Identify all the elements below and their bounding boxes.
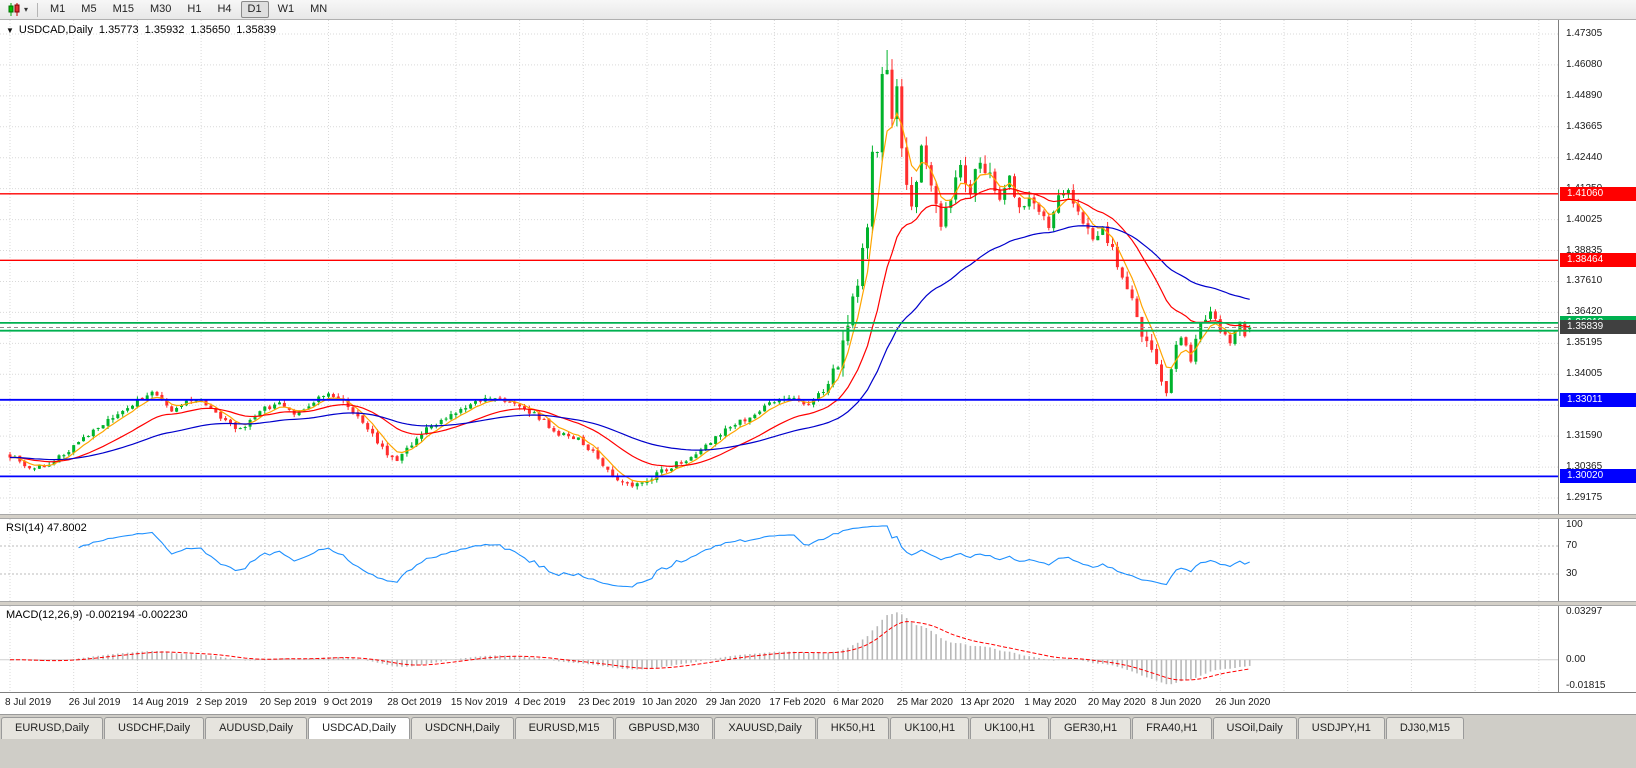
price-axis[interactable]: 1.473051.460801.448901.436651.424401.412… bbox=[1558, 20, 1636, 692]
price-axis-label: 1.34005 bbox=[1566, 368, 1603, 380]
timeframe-button-m30[interactable]: M30 bbox=[149, 3, 172, 15]
time-axis-label: 1 May 2020 bbox=[1024, 697, 1077, 708]
macd-indicator-label: MACD(12,26,9) -0.002194 -0.002230 bbox=[6, 609, 188, 621]
tab-hk50-h1[interactable]: HK50,H1 bbox=[816, 717, 890, 739]
rsi-level-label: 100 bbox=[1566, 519, 1583, 530]
price-axis-label: 1.35195 bbox=[1566, 337, 1603, 349]
toolbar: ▾ M1 M5 M15 M30 H1 H4 D1 W1 MN bbox=[0, 0, 1636, 20]
tab-fra40-h1[interactable]: FRA40,H1 bbox=[1132, 717, 1212, 739]
time-axis-label: 25 Mar 2020 bbox=[896, 697, 953, 708]
ohlc-close: 1.35839 bbox=[236, 24, 276, 36]
ohlc-low: 1.35650 bbox=[190, 24, 231, 36]
tab-usdcad-daily[interactable]: USDCAD,Daily bbox=[308, 717, 411, 739]
time-axis[interactable]: 8 Jul 2019 26 Jul 2019 14 Aug 2019 2 Sep 20… bbox=[0, 692, 1636, 714]
current-price-badge: 1.35839 bbox=[1560, 320, 1636, 335]
macd-level-label: -0.01815 bbox=[1566, 680, 1606, 691]
time-axis-label: 14 Aug 2019 bbox=[132, 697, 189, 708]
price-axis-label: 1.40025 bbox=[1566, 213, 1603, 225]
time-axis-label: 10 Jan 2020 bbox=[642, 697, 698, 708]
one-click-trading-toggle[interactable]: ▼ bbox=[6, 26, 14, 35]
hline-price-badge: 1.41060 bbox=[1560, 186, 1636, 201]
time-axis-label: 29 Jan 2020 bbox=[705, 697, 761, 708]
rsi-panel-canvas[interactable] bbox=[0, 519, 1558, 601]
price-axis-label: 1.29175 bbox=[1566, 492, 1603, 503]
time-axis-label: 20 May 2020 bbox=[1087, 697, 1146, 708]
tab-eurusd-m15[interactable]: EURUSD,M15 bbox=[514, 717, 614, 739]
timeframe-button-m1[interactable]: M1 bbox=[50, 3, 66, 15]
rsi-panel-splitter[interactable] bbox=[0, 514, 1636, 519]
tab-usdcnh-daily[interactable]: USDCNH,Daily bbox=[411, 717, 514, 739]
chart-symbol-label: USDCAD,Daily bbox=[18, 24, 93, 36]
candlestick-chart-icon bbox=[8, 3, 20, 16]
macd-level-label: 0.03297 bbox=[1566, 606, 1603, 617]
toolbar-separator bbox=[37, 2, 39, 17]
tab-audusd-daily[interactable]: AUDUSD,Daily bbox=[205, 717, 308, 739]
price-axis-label: 1.38835 bbox=[1566, 244, 1603, 256]
price-axis-label: 1.36420 bbox=[1566, 306, 1603, 318]
time-axis-label: 6 Mar 2020 bbox=[833, 697, 884, 708]
time-axis-label: 9 Oct 2019 bbox=[323, 697, 373, 708]
ohlc-high: 1.35932 bbox=[144, 24, 185, 36]
time-axis-label: 8 Jul 2019 bbox=[5, 697, 52, 708]
tab-uk100-h1[interactable]: UK100,H1 bbox=[970, 717, 1049, 739]
tab-usoil-daily[interactable]: USOil,Daily bbox=[1212, 717, 1297, 739]
ohlc-open: 1.35773 bbox=[98, 24, 139, 36]
price-axis-label: 1.43665 bbox=[1566, 120, 1603, 132]
time-axis-label: 4 Dec 2019 bbox=[514, 697, 566, 708]
time-axis-label: 15 Nov 2019 bbox=[450, 697, 508, 708]
hline-price-badge: 1.38464 bbox=[1560, 253, 1636, 268]
time-axis-label: 28 Oct 2019 bbox=[387, 697, 442, 708]
tab-gbpusd-m30[interactable]: GBPUSD,M30 bbox=[614, 717, 714, 739]
chart-window: ▼ USDCAD,Daily 1.35773 1.35932 1.35650 1.3583… bbox=[0, 20, 1636, 714]
price-axis-label: 1.37610 bbox=[1566, 275, 1603, 287]
chart-title-overlay: ▼ USDCAD,Daily 1.35773 1.35932 1.35650 1.3583… bbox=[6, 24, 282, 36]
time-axis-label: 13 Apr 2020 bbox=[960, 697, 1015, 708]
timeframe-button-m5[interactable]: M5 bbox=[81, 3, 97, 15]
price-axis-label: 1.44890 bbox=[1566, 89, 1603, 101]
timeframe-buttons: M1 M5 M15 M30 H1 H4 D1 W1 MN bbox=[42, 1, 335, 18]
price-axis-label: 1.46080 bbox=[1566, 58, 1603, 70]
hline-price-badge: 1.30020 bbox=[1560, 469, 1636, 484]
tab-usdjpy-h1[interactable]: USDJPY,H1 bbox=[1297, 717, 1385, 739]
price-axis-label: 1.47305 bbox=[1566, 28, 1603, 39]
timeframe-button-m15[interactable]: M15 bbox=[112, 3, 134, 15]
time-axis-label: 2 Sep 2019 bbox=[196, 697, 248, 708]
time-axis-label: 20 Sep 2019 bbox=[259, 697, 317, 708]
symbol-tab-bar: EURUSD,Daily USDCHF,Daily AUDUSD,Daily USDC… bbox=[0, 714, 1636, 768]
tab-xauusd-daily[interactable]: XAUUSD,Daily bbox=[714, 717, 816, 739]
hline-price-badge: 1.33011 bbox=[1560, 392, 1636, 407]
time-axis-label: 8 Jun 2020 bbox=[1151, 697, 1202, 708]
timeframe-button-h1[interactable]: H1 bbox=[187, 3, 202, 15]
rsi-level-label: 70 bbox=[1566, 540, 1578, 551]
timeframe-button-h4[interactable]: H4 bbox=[217, 3, 232, 15]
chevron-down-icon: ▾ bbox=[24, 5, 29, 14]
tab-eurusd-daily[interactable]: EURUSD,Daily bbox=[1, 717, 103, 739]
timeframe-button-mn[interactable]: MN bbox=[310, 3, 328, 15]
tab-dj30-m15[interactable]: DJ30,M15 bbox=[1385, 717, 1464, 739]
price-axis-label: 1.42440 bbox=[1566, 151, 1603, 163]
tab-ger30-h1[interactable]: GER30,H1 bbox=[1049, 717, 1132, 739]
time-axis-label: 26 Jun 2020 bbox=[1215, 697, 1271, 708]
macd-panel-canvas[interactable] bbox=[0, 606, 1558, 692]
time-axis-label: 23 Dec 2019 bbox=[578, 697, 636, 708]
time-axis-label: 26 Jul 2019 bbox=[68, 697, 121, 708]
price-axis-label: 1.30365 bbox=[1566, 461, 1603, 473]
macd-level-label: 0.00 bbox=[1566, 653, 1586, 665]
timeframe-button-d1[interactable]: D1 bbox=[240, 1, 269, 18]
rsi-indicator-label: RSI(14) 47.8002 bbox=[6, 522, 87, 534]
tab-usdchf-daily[interactable]: USDCHF,Daily bbox=[103, 717, 205, 739]
rsi-level-label: 30 bbox=[1566, 568, 1578, 579]
timeframe-button-w1[interactable]: W1 bbox=[277, 3, 295, 15]
tab-uk100-h1[interactable]: UK100,H1 bbox=[890, 717, 970, 739]
macd-panel-splitter[interactable] bbox=[0, 601, 1636, 606]
chart-type-button[interactable]: ▾ bbox=[4, 2, 31, 17]
price-axis-label: 1.31590 bbox=[1566, 430, 1603, 442]
time-axis-label: 17 Feb 2020 bbox=[769, 697, 826, 708]
main-chart-canvas[interactable] bbox=[0, 20, 1558, 514]
